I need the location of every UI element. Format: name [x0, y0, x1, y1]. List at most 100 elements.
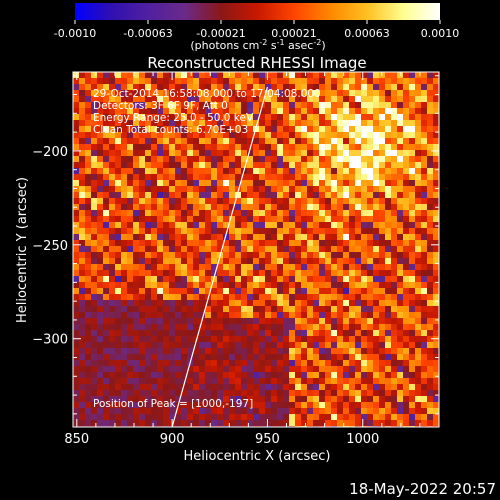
heatmap-cell — [211, 78, 218, 85]
heatmap-cell — [343, 216, 350, 223]
heatmap-cell — [103, 126, 110, 133]
heatmap-cell — [355, 150, 362, 157]
heatmap-cell — [79, 360, 86, 367]
heatmap-cell — [211, 162, 218, 169]
heatmap-cell — [421, 168, 428, 175]
heatmap-cell — [151, 126, 158, 133]
heatmap-cell — [229, 72, 236, 79]
heatmap-cell — [385, 198, 392, 205]
heatmap-cell — [355, 72, 362, 79]
heatmap-cell — [397, 138, 404, 145]
heatmap-cell — [307, 168, 314, 175]
heatmap-cell — [259, 360, 266, 367]
heatmap-cell — [175, 150, 182, 157]
heatmap-cell — [427, 390, 434, 397]
heatmap-cell — [253, 270, 260, 277]
heatmap-cell — [289, 300, 296, 307]
heatmap-cell — [433, 78, 439, 85]
heatmap-cell — [391, 330, 398, 337]
heatmap-cell — [259, 306, 266, 313]
heatmap-cell — [97, 390, 104, 397]
heatmap-cell — [361, 258, 368, 265]
heatmap-cell — [187, 162, 194, 169]
heatmap-cell — [121, 156, 128, 163]
heatmap-cell — [259, 420, 266, 427]
heatmap-cell — [385, 144, 392, 151]
heatmap-cell — [265, 396, 272, 403]
heatmap-cell — [187, 156, 194, 163]
heatmap-cell — [199, 264, 206, 271]
heatmap-cell — [319, 294, 326, 301]
heatmap-cell — [307, 138, 314, 145]
heatmap-cell — [385, 216, 392, 223]
annotation-time-range: 29-Oct-2014 16:58:08.000 to 17:04:08.000 — [93, 88, 321, 100]
heatmap-cell — [187, 354, 194, 361]
heatmap-cell — [163, 294, 170, 301]
heatmap-cell — [121, 330, 128, 337]
heatmap-cell — [223, 162, 230, 169]
heatmap-cell — [331, 300, 338, 307]
heatmap-cell — [175, 414, 182, 421]
heatmap-cell — [373, 420, 380, 427]
heatmap-cell — [283, 234, 290, 241]
heatmap-cell — [379, 312, 386, 319]
y-tick-label: −300 — [32, 333, 68, 348]
heatmap-cell — [277, 78, 284, 85]
heatmap-cell — [403, 264, 410, 271]
heatmap-cell — [133, 114, 140, 121]
heatmap-cell — [241, 282, 248, 289]
heatmap-cell — [247, 306, 254, 313]
heatmap-cell — [97, 378, 104, 385]
heatmap-cell — [169, 282, 176, 289]
heatmap-cell — [421, 276, 428, 283]
heatmap-cell — [415, 246, 422, 253]
heatmap-cell — [379, 414, 386, 421]
heatmap-cell — [91, 234, 98, 241]
heatmap-cell — [193, 186, 200, 193]
heatmap-cell — [139, 162, 146, 169]
heatmap-cell — [325, 306, 332, 313]
heatmap-cell — [409, 126, 416, 133]
heatmap-cell — [157, 180, 164, 187]
heatmap-cell — [211, 216, 218, 223]
heatmap-cell — [163, 156, 170, 163]
heatmap-cell — [133, 270, 140, 277]
heatmap-cell — [205, 348, 212, 355]
heatmap-cell — [415, 378, 422, 385]
heatmap-cell — [367, 198, 374, 205]
heatmap-cell — [307, 378, 314, 385]
heatmap-cell — [175, 342, 182, 349]
heatmap-cell — [355, 102, 362, 109]
heatmap-cell — [301, 102, 308, 109]
heatmap-cell — [307, 84, 314, 91]
heatmap-cell — [409, 420, 416, 427]
heatmap-cell — [397, 348, 404, 355]
heatmap-cell — [253, 72, 260, 79]
heatmap-cell — [373, 360, 380, 367]
heatmap-cell — [355, 372, 362, 379]
heatmap-cell — [145, 324, 152, 331]
heatmap-cell — [229, 396, 236, 403]
heatmap-cell — [331, 414, 338, 421]
heatmap-cell — [415, 222, 422, 229]
heatmap-cell — [409, 264, 416, 271]
heatmap-cell — [397, 384, 404, 391]
heatmap-cell — [133, 246, 140, 253]
heatmap-cell — [109, 252, 116, 259]
heatmap-cell — [415, 138, 422, 145]
heatmap-cell — [253, 144, 260, 151]
heatmap-cell — [409, 276, 416, 283]
heatmap-cell — [271, 120, 278, 127]
heatmap-cell — [391, 306, 398, 313]
heatmap-cell — [253, 318, 260, 325]
heatmap-cell — [337, 312, 344, 319]
heatmap-cell — [79, 162, 86, 169]
heatmap-cell — [97, 234, 104, 241]
heatmap-cell — [433, 324, 439, 331]
heatmap-cell — [127, 132, 134, 139]
heatmap-cell — [163, 354, 170, 361]
heatmap-cell — [193, 276, 200, 283]
heatmap-cell — [91, 72, 98, 79]
heatmap-cell — [355, 192, 362, 199]
heatmap-cell — [217, 390, 224, 397]
